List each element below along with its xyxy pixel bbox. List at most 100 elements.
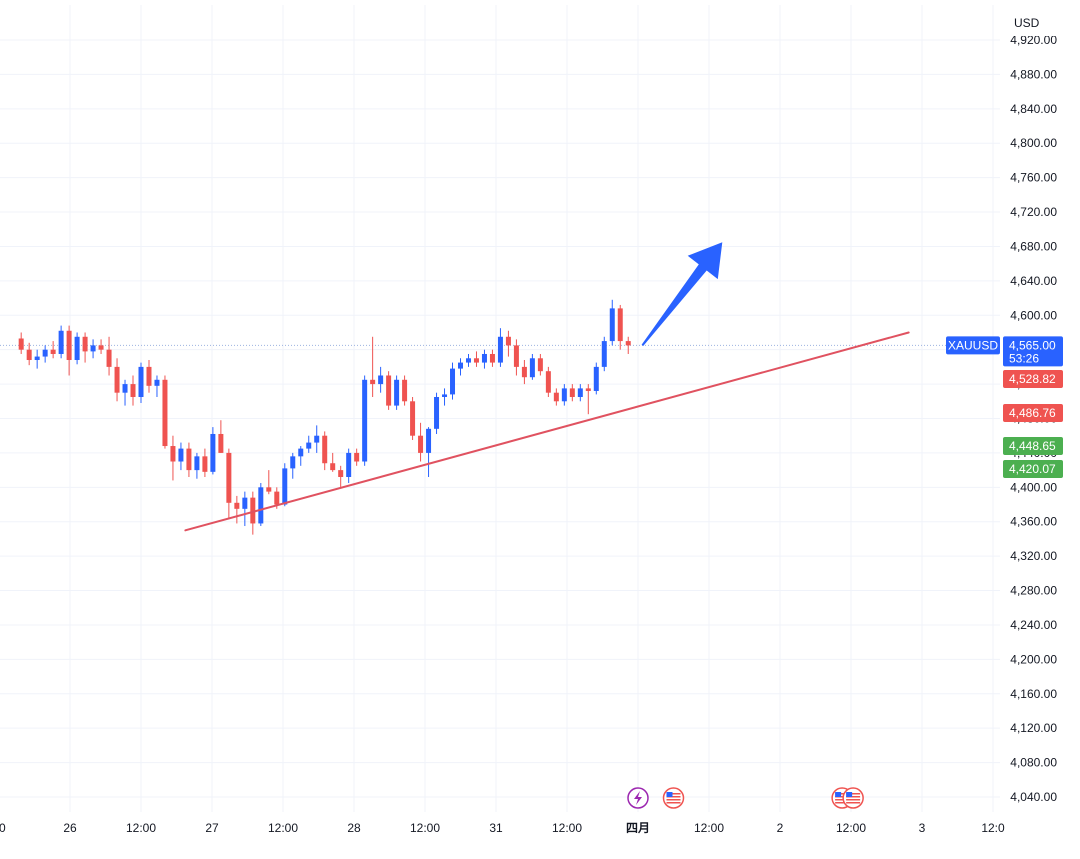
candle xyxy=(34,349,40,369)
symbol-tag[interactable]: XAUUSD xyxy=(946,336,1000,355)
candle-body xyxy=(282,468,288,505)
candle xyxy=(138,362,144,404)
candle xyxy=(234,495,240,524)
time-tick-label: 27 xyxy=(205,821,219,835)
candle xyxy=(50,341,56,359)
us-flag-icon[interactable] xyxy=(842,787,864,809)
candle-body xyxy=(82,336,88,352)
price-tick-label: 4,040.00 xyxy=(1010,790,1057,804)
candle-body xyxy=(370,379,376,385)
candle xyxy=(130,375,136,406)
candle xyxy=(434,392,440,434)
candle xyxy=(625,336,631,354)
price-tag-background xyxy=(1003,437,1063,455)
currency-label[interactable]: USD xyxy=(1014,16,1040,30)
candle-body xyxy=(50,349,56,354)
candle xyxy=(114,358,120,402)
candle xyxy=(354,448,360,466)
price-tag: 4,486.76 xyxy=(1003,404,1063,422)
candle-body xyxy=(210,433,216,472)
candle-body xyxy=(625,341,631,346)
time-tick-label: 3 xyxy=(919,821,926,835)
candle xyxy=(577,384,583,402)
candle-body xyxy=(378,375,384,385)
candle xyxy=(497,328,503,367)
candle xyxy=(362,375,368,466)
candle-body xyxy=(458,362,463,369)
price-tag-background xyxy=(1003,370,1063,388)
events[interactable] xyxy=(627,787,864,809)
bar-countdown: 53:26 xyxy=(1009,351,1039,365)
trendline[interactable] xyxy=(184,331,910,532)
flag-stripe xyxy=(835,799,850,801)
candle-body xyxy=(274,491,280,505)
price-tag: 4,528.82 xyxy=(1003,370,1063,388)
candle xyxy=(226,448,232,520)
us-flag-icon[interactable] xyxy=(662,787,685,809)
time-tick-label: 12:00 xyxy=(836,821,866,835)
price-tag: 4,420.07 xyxy=(1003,460,1063,478)
candle-body xyxy=(402,379,408,402)
lightning-icon[interactable] xyxy=(627,787,649,809)
candle-body xyxy=(362,379,368,462)
last-price-value: 4,565.00 xyxy=(1009,338,1056,352)
currency-label-box xyxy=(1003,8,1073,36)
candle-body xyxy=(338,470,344,477)
candle xyxy=(26,342,32,366)
candle xyxy=(170,435,176,481)
price-tick-label: 4,400.00 xyxy=(1010,480,1057,494)
candle xyxy=(338,465,344,488)
candle xyxy=(18,332,24,354)
candle-body xyxy=(178,448,184,462)
price-tick-label: 4,240.00 xyxy=(1010,618,1057,632)
price-tick-label: 4,680.00 xyxy=(1010,239,1057,253)
candle xyxy=(378,366,384,393)
candle-body xyxy=(410,401,416,436)
candle xyxy=(154,375,160,397)
candle xyxy=(418,422,424,462)
candle-body xyxy=(122,384,128,393)
candle-body xyxy=(42,349,48,357)
drawings[interactable] xyxy=(184,242,910,532)
candle xyxy=(370,336,376,397)
price-tag-background xyxy=(1003,404,1063,422)
candle xyxy=(42,345,48,363)
candle-body xyxy=(529,358,535,378)
candle xyxy=(218,420,224,453)
price-tick-label: 4,600.00 xyxy=(1010,308,1057,322)
flag-icon-circle xyxy=(662,787,685,809)
candle-body xyxy=(106,349,112,367)
candle xyxy=(426,427,432,477)
candle xyxy=(601,336,607,372)
candle-body xyxy=(489,353,495,363)
price-tag-value: 4,528.82 xyxy=(1009,372,1056,386)
candle xyxy=(346,448,352,484)
flag-stripe xyxy=(666,796,681,798)
candle xyxy=(521,360,527,385)
up-arrow-drawing[interactable] xyxy=(641,242,723,346)
candle-body xyxy=(593,366,599,391)
flag-stripe xyxy=(846,802,861,804)
candle xyxy=(186,442,192,477)
candle-body xyxy=(426,428,432,453)
candle xyxy=(394,375,400,410)
candle-body xyxy=(234,502,240,509)
candle-body xyxy=(90,345,96,352)
candle xyxy=(74,332,80,365)
candle xyxy=(258,483,264,527)
candle-body xyxy=(306,442,312,449)
candle-body xyxy=(74,336,80,361)
candle xyxy=(202,448,208,477)
time-axis[interactable]: 00 26 12:00 27 12:00 28 12:00 31 12:00 四月 12:00 2 12… xyxy=(0,821,1005,835)
candle xyxy=(82,332,88,363)
price-axis[interactable]: 4,040.00 4,080.00 4,120.00 4,160.00 4,200.00… xyxy=(1000,0,1080,859)
candle xyxy=(450,362,456,400)
candle xyxy=(402,375,408,406)
candle xyxy=(330,452,336,472)
candle xyxy=(146,360,152,393)
price-tick-label: 4,840.00 xyxy=(1010,102,1057,116)
flag-stripe xyxy=(666,799,681,801)
